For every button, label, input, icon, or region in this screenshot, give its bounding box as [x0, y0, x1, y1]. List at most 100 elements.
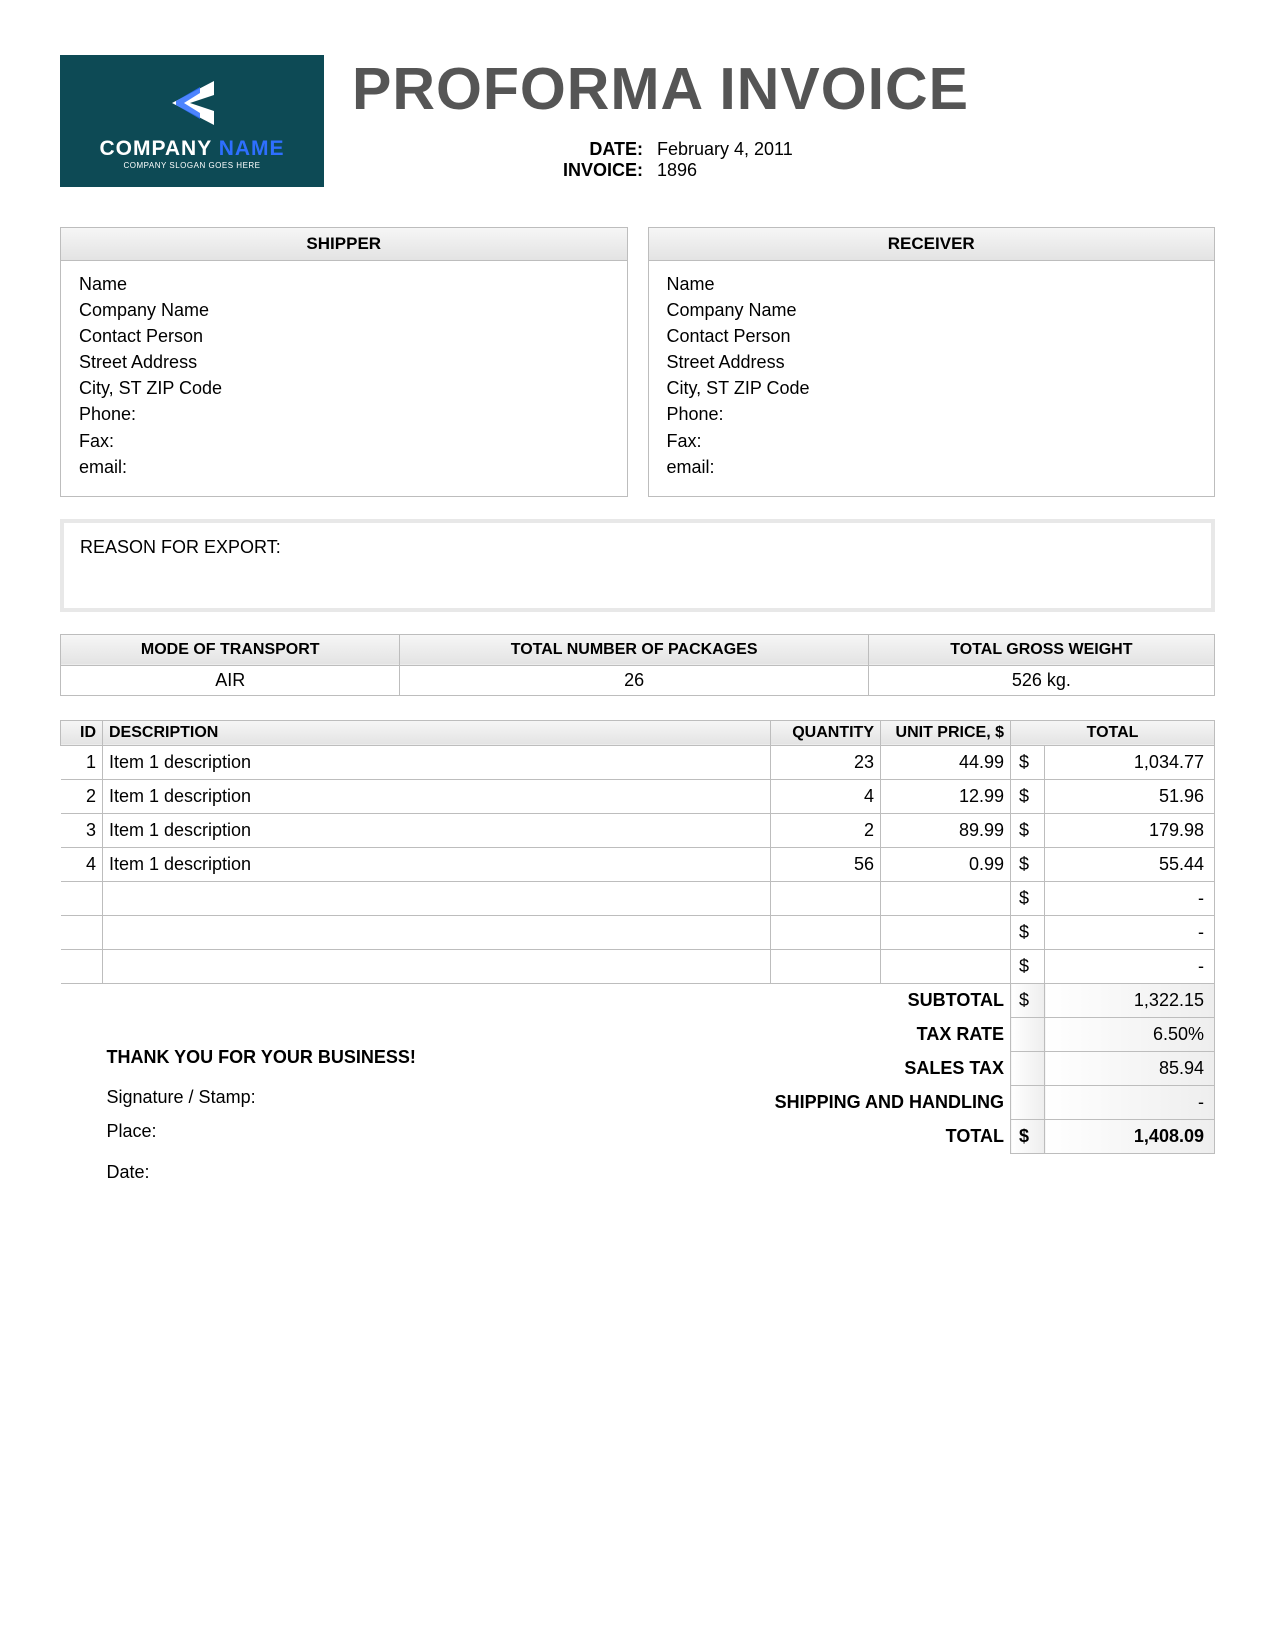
item-row: 3Item 1 description289.99$179.98 — [61, 813, 1215, 847]
date-label: DATE: — [352, 139, 657, 160]
signature-label: Signature / Stamp: — [107, 1087, 256, 1108]
shipper-body: Name Company Name Contact Person Street … — [61, 261, 627, 496]
item-currency: $ — [1011, 949, 1045, 983]
item-description: Item 1 description — [103, 813, 771, 847]
item-row: 2Item 1 description412.99$51.96 — [61, 779, 1215, 813]
salestax-currency — [1011, 1051, 1045, 1085]
items-header-qty: QUANTITY — [771, 720, 881, 745]
items-header-desc: DESCRIPTION — [103, 720, 771, 745]
parties-section: SHIPPER Name Company Name Contact Person… — [60, 227, 1215, 497]
shipper-line: Name — [79, 271, 609, 297]
taxrate-label: TAX RATE — [61, 1017, 1011, 1051]
item-unit-price: 0.99 — [881, 847, 1011, 881]
item-currency: $ — [1011, 915, 1045, 949]
item-total: 179.98 — [1045, 813, 1215, 847]
receiver-box: RECEIVER Name Company Name Contact Perso… — [648, 227, 1216, 497]
taxrate-currency — [1011, 1017, 1045, 1051]
item-quantity: 2 — [771, 813, 881, 847]
item-total: 51.96 — [1045, 779, 1215, 813]
shipper-line: Phone: — [79, 401, 609, 427]
receiver-header: RECEIVER — [649, 228, 1215, 261]
header-row: COMPANY NAME COMPANY SLOGAN GOES HERE PR… — [60, 55, 1215, 187]
item-currency: $ — [1011, 847, 1045, 881]
transport-table: MODE OF TRANSPORT TOTAL NUMBER OF PACKAG… — [60, 634, 1215, 696]
salestax-label: SALES TAX — [904, 1058, 1004, 1078]
transport-value: 526 kg. — [868, 665, 1214, 695]
item-description — [103, 881, 771, 915]
document-title: PROFORMA INVOICE — [352, 55, 1215, 123]
export-reason-box: REASON FOR EXPORT: — [60, 519, 1215, 612]
transport-value: AIR — [61, 665, 400, 695]
items-table: ID DESCRIPTION QUANTITY UNIT PRICE, $ TO… — [60, 720, 1215, 1188]
item-unit-price: 44.99 — [881, 745, 1011, 779]
transport-header: TOTAL NUMBER OF PACKAGES — [400, 634, 868, 665]
receiver-line: Contact Person — [667, 323, 1197, 349]
grand-total-label: TOTAL — [946, 1126, 1004, 1146]
item-unit-price: 12.99 — [881, 779, 1011, 813]
date-footer-label: Date: — [107, 1162, 150, 1183]
item-row: $- — [61, 915, 1215, 949]
title-column: PROFORMA INVOICE DATE: February 4, 2011 … — [352, 55, 1215, 181]
item-description: Item 1 description — [103, 745, 771, 779]
item-unit-price — [881, 949, 1011, 983]
item-description: Item 1 description — [103, 779, 771, 813]
transport-value: 26 — [400, 665, 868, 695]
shipper-line: Street Address — [79, 349, 609, 375]
item-quantity — [771, 881, 881, 915]
item-id: 2 — [61, 779, 103, 813]
item-currency: $ — [1011, 813, 1045, 847]
invoice-value: 1896 — [657, 160, 697, 181]
grand-total-currency: $ — [1011, 1119, 1045, 1153]
item-unit-price — [881, 915, 1011, 949]
shipper-line: Fax: — [79, 428, 609, 454]
item-total: - — [1045, 881, 1215, 915]
items-header-id: ID — [61, 720, 103, 745]
shipping-value: - — [1045, 1085, 1215, 1119]
item-id: 4 — [61, 847, 103, 881]
item-row: 1Item 1 description2344.99$1,034.77 — [61, 745, 1215, 779]
item-total: 55.44 — [1045, 847, 1215, 881]
company-logo: COMPANY NAME COMPANY SLOGAN GOES HERE — [60, 55, 324, 187]
transport-header: MODE OF TRANSPORT — [61, 634, 400, 665]
item-quantity — [771, 915, 881, 949]
item-currency: $ — [1011, 779, 1045, 813]
subtotal-currency: $ — [1011, 983, 1045, 1017]
item-id — [61, 881, 103, 915]
item-quantity: 56 — [771, 847, 881, 881]
grand-total-value: 1,408.09 — [1045, 1119, 1215, 1153]
shipping-label: SHIPPING AND HANDLING — [775, 1092, 1004, 1112]
item-total: - — [1045, 915, 1215, 949]
shipper-line: Company Name — [79, 297, 609, 323]
subtotal-value: 1,322.15 — [1045, 983, 1215, 1017]
shipping-currency — [1011, 1085, 1045, 1119]
receiver-line: Phone: — [667, 401, 1197, 427]
place-label: Place: — [107, 1121, 157, 1142]
receiver-line: Street Address — [667, 349, 1197, 375]
item-unit-price: 89.99 — [881, 813, 1011, 847]
items-header-unit: UNIT PRICE, $ — [881, 720, 1011, 745]
receiver-line: email: — [667, 454, 1197, 480]
logo-mark-icon — [142, 73, 242, 133]
item-description — [103, 949, 771, 983]
receiver-line: Fax: — [667, 428, 1197, 454]
item-id: 3 — [61, 813, 103, 847]
logo-slogan: COMPANY SLOGAN GOES HERE — [123, 161, 260, 170]
item-currency: $ — [1011, 745, 1045, 779]
transport-header: TOTAL GROSS WEIGHT — [868, 634, 1214, 665]
thank-you-text: THANK YOU FOR YOUR BUSINESS! — [107, 1047, 416, 1068]
shipper-box: SHIPPER Name Company Name Contact Person… — [60, 227, 628, 497]
invoice-meta: DATE: February 4, 2011 INVOICE: 1896 — [352, 139, 1215, 181]
item-quantity: 23 — [771, 745, 881, 779]
item-row: $- — [61, 949, 1215, 983]
shipper-line: City, ST ZIP Code — [79, 375, 609, 401]
item-unit-price — [881, 881, 1011, 915]
date-value: February 4, 2011 — [657, 139, 793, 160]
item-id — [61, 949, 103, 983]
item-currency: $ — [1011, 881, 1045, 915]
invoice-label: INVOICE: — [352, 160, 657, 181]
item-row: 4Item 1 description560.99$55.44 — [61, 847, 1215, 881]
item-description — [103, 915, 771, 949]
export-reason-label: REASON FOR EXPORT: — [80, 537, 281, 557]
taxrate-value: 6.50% — [1045, 1017, 1215, 1051]
item-quantity: 4 — [771, 779, 881, 813]
